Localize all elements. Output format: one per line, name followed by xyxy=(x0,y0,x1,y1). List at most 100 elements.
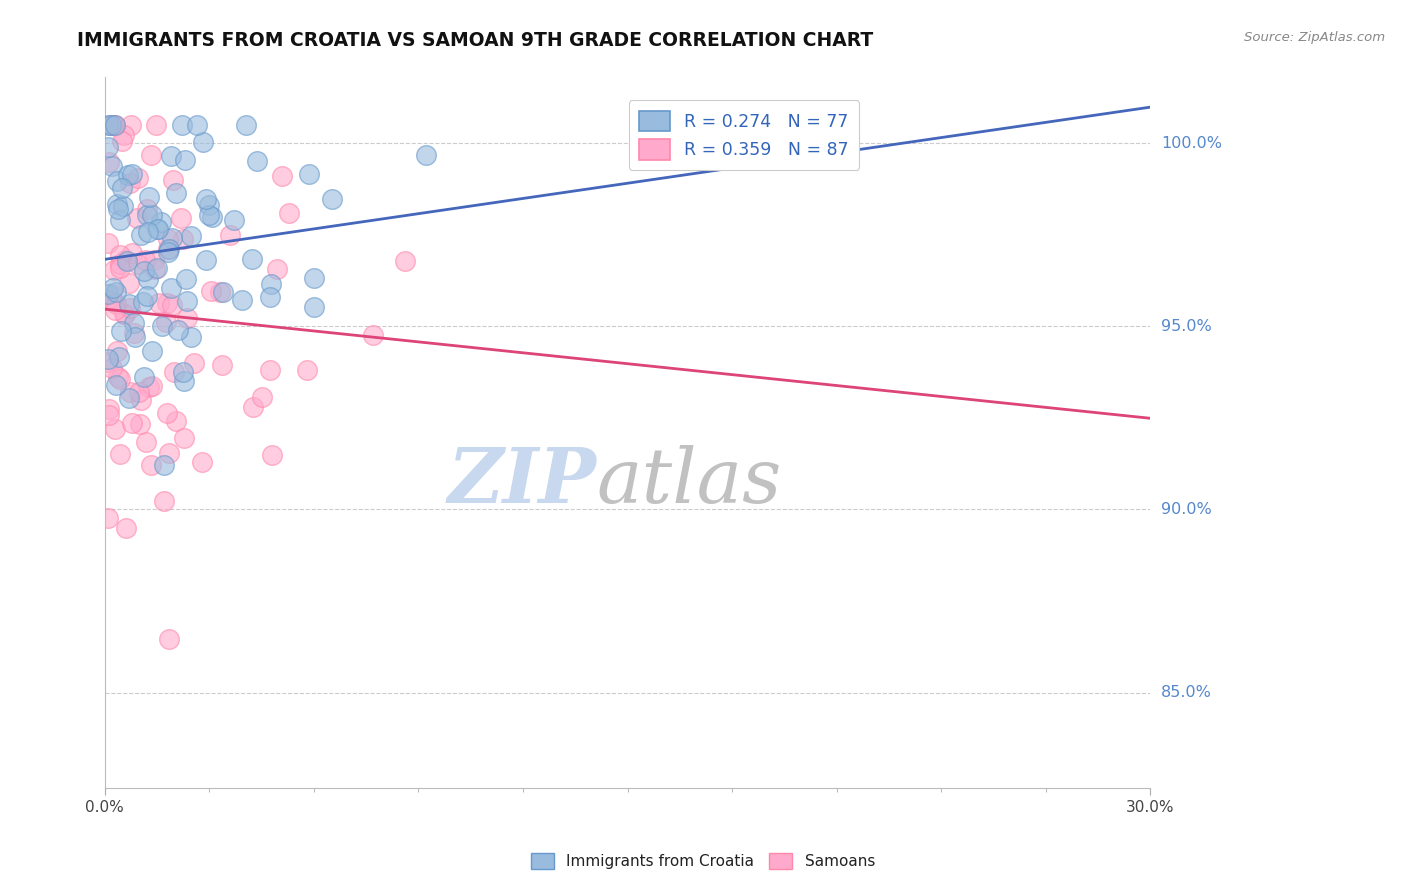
Point xyxy=(104,118,127,132)
Point xyxy=(108,257,131,271)
Point xyxy=(129,392,152,407)
Point xyxy=(152,458,174,473)
Point xyxy=(180,228,202,243)
Point xyxy=(103,262,125,277)
Point xyxy=(128,385,150,400)
Point xyxy=(180,330,202,344)
Point xyxy=(107,343,129,358)
Point xyxy=(162,173,184,187)
Point xyxy=(108,213,131,227)
Point xyxy=(108,248,131,262)
Point xyxy=(150,215,173,229)
Point xyxy=(156,244,179,259)
Point xyxy=(155,315,177,329)
Point xyxy=(107,369,129,384)
Point xyxy=(222,213,245,227)
Point xyxy=(139,148,162,162)
Point xyxy=(129,228,152,243)
Point xyxy=(100,287,122,301)
Point xyxy=(304,270,326,285)
Point xyxy=(112,128,135,143)
Point xyxy=(121,416,143,430)
Text: ZIP: ZIP xyxy=(447,445,596,519)
Point xyxy=(194,253,217,268)
Point xyxy=(97,287,120,301)
Point xyxy=(100,118,122,132)
Point xyxy=(114,253,136,268)
Point xyxy=(162,365,184,379)
Point xyxy=(138,190,160,204)
Point xyxy=(105,173,128,187)
Point xyxy=(165,414,187,428)
Point xyxy=(134,252,156,267)
Point xyxy=(212,285,235,299)
Text: atlas: atlas xyxy=(596,445,782,519)
Point xyxy=(115,254,138,268)
Point xyxy=(394,254,416,268)
Point xyxy=(155,296,177,310)
Point xyxy=(259,290,281,304)
Point xyxy=(146,221,169,235)
Point xyxy=(172,231,194,245)
Point xyxy=(235,118,257,132)
Point xyxy=(107,202,129,217)
Legend: Immigrants from Croatia, Samoans: Immigrants from Croatia, Samoans xyxy=(524,847,882,875)
Point xyxy=(112,307,135,321)
Text: 90.0%: 90.0% xyxy=(1161,502,1212,517)
Point xyxy=(141,379,163,393)
Point xyxy=(201,210,224,224)
Point xyxy=(260,448,283,462)
Point xyxy=(172,118,194,132)
Point xyxy=(97,511,120,525)
Point xyxy=(100,159,122,173)
Point xyxy=(160,149,183,163)
Point xyxy=(361,328,384,343)
Point xyxy=(97,118,120,132)
Point xyxy=(146,222,169,236)
Point xyxy=(219,227,242,242)
Point xyxy=(105,285,128,299)
Point xyxy=(103,295,125,310)
Point xyxy=(139,458,162,473)
Point xyxy=(100,118,122,132)
Point xyxy=(298,167,321,181)
Point xyxy=(122,326,145,340)
Point xyxy=(97,355,120,369)
Point xyxy=(124,329,146,343)
Point xyxy=(271,169,294,183)
Text: 85.0%: 85.0% xyxy=(1161,685,1212,700)
Point xyxy=(141,208,163,222)
Point xyxy=(125,211,148,225)
Text: 95.0%: 95.0% xyxy=(1161,319,1212,334)
Point xyxy=(127,171,149,186)
Point xyxy=(302,300,325,314)
Point xyxy=(120,118,142,132)
Point xyxy=(114,521,136,535)
Point xyxy=(198,209,221,223)
Point xyxy=(135,435,157,450)
Point xyxy=(156,406,179,420)
Text: IMMIGRANTS FROM CROATIA VS SAMOAN 9TH GRADE CORRELATION CHART: IMMIGRANTS FROM CROATIA VS SAMOAN 9TH GR… xyxy=(77,31,873,50)
Point xyxy=(108,261,131,276)
Point xyxy=(176,272,198,286)
Point xyxy=(117,168,139,182)
Point xyxy=(160,281,183,295)
Point xyxy=(103,118,125,132)
Point xyxy=(240,252,263,267)
Point xyxy=(153,494,176,508)
Point xyxy=(145,118,167,132)
Point xyxy=(134,370,156,384)
Point xyxy=(157,446,180,460)
Point xyxy=(138,380,160,394)
Point xyxy=(183,356,205,370)
Point xyxy=(200,284,222,298)
Point xyxy=(211,358,233,372)
Point xyxy=(112,199,135,213)
Point xyxy=(156,242,179,256)
Point xyxy=(120,301,142,316)
Point xyxy=(172,365,194,379)
Point xyxy=(121,245,143,260)
Point xyxy=(136,225,159,239)
Point xyxy=(97,351,120,366)
Point xyxy=(166,323,188,337)
